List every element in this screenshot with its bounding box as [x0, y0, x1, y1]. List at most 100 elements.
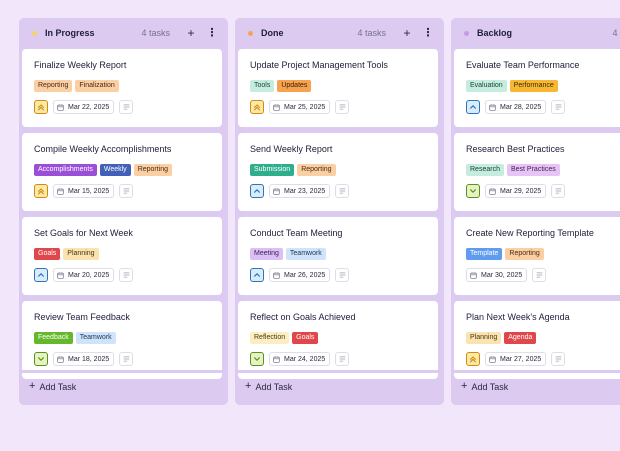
add-task-button[interactable]: + Add Task — [245, 381, 292, 392]
calendar-icon — [57, 103, 68, 111]
due-date[interactable]: Mar 22, 2025 — [53, 100, 115, 114]
due-date[interactable]: Mar 25, 2025 — [269, 100, 331, 114]
task-meta: Mar 15, 2025 — [34, 184, 210, 198]
task-meta: Mar 30, 2025 — [466, 268, 620, 282]
notes-icon[interactable] — [119, 268, 134, 282]
due-date[interactable]: Mar 28, 2025 — [485, 100, 547, 114]
due-date[interactable]: Mar 20, 2025 — [53, 268, 115, 282]
tag-badge: Teamwork — [285, 248, 326, 260]
task-meta: Mar 24, 2025 — [250, 352, 426, 366]
notes-icon[interactable] — [335, 184, 350, 198]
add-task-label: Add Task — [471, 381, 509, 392]
due-date-text: Mar 29, 2025 — [500, 187, 542, 195]
notes-icon[interactable] — [119, 100, 134, 114]
due-date[interactable]: Mar 29, 2025 — [485, 184, 547, 198]
task-count: 4 tasks — [612, 28, 620, 38]
tag-badge: Reporting — [505, 248, 544, 260]
priority-high-icon[interactable] — [250, 100, 264, 114]
task-card[interactable]: Compile Weekly Accomplishments Accomplish… — [22, 133, 222, 211]
due-date[interactable]: Mar 30, 2025 — [466, 268, 528, 282]
add-task-label: Add Task — [255, 381, 293, 392]
task-meta: Mar 18, 2025 — [34, 352, 210, 366]
add-icon[interactable]: + — [403, 26, 411, 40]
due-date-text: Mar 27, 2025 — [500, 355, 542, 363]
due-date-text: Mar 26, 2025 — [284, 271, 326, 279]
calendar-icon — [273, 271, 284, 279]
tag-badge: Meeting — [250, 248, 283, 260]
column-title: Backlog — [477, 28, 513, 38]
task-card[interactable]: Create New Reporting Template Template Rep… — [454, 217, 620, 295]
task-title: Evaluate Team Performance — [466, 60, 580, 70]
notes-icon[interactable] — [551, 100, 566, 114]
priority-medium-icon[interactable] — [34, 268, 48, 282]
priority-medium-icon[interactable] — [250, 184, 264, 198]
notes-icon[interactable] — [335, 100, 350, 114]
task-card[interactable]: Update Project Management Tools Tools Upda… — [238, 49, 438, 127]
notes-icon[interactable] — [551, 184, 566, 198]
tag-list: Evaluation Performance — [466, 80, 620, 92]
tag-badge: Tools — [250, 80, 275, 92]
notes-icon[interactable] — [119, 184, 134, 198]
notes-icon[interactable] — [532, 268, 547, 282]
due-date[interactable]: Mar 23, 2025 — [269, 184, 331, 198]
calendar-icon — [470, 271, 481, 279]
calendar-icon — [273, 103, 284, 111]
priority-high-icon[interactable] — [34, 184, 48, 198]
calendar-icon — [489, 103, 500, 111]
priority-low-icon[interactable] — [34, 352, 48, 366]
task-card[interactable]: Send Weekly Report Submission Reporting Mar… — [238, 133, 438, 211]
task-card[interactable]: Evaluate Team Performance Evaluation Perfo… — [454, 49, 620, 127]
task-meta: Mar 20, 2025 — [34, 268, 210, 282]
add-icon[interactable]: + — [187, 26, 195, 40]
priority-low-icon[interactable] — [466, 184, 480, 198]
task-card[interactable]: Review Team Feedback Feedback Teamwork Mar … — [22, 301, 222, 379]
column-header: In Progress 4 tasks + ⋮ — [19, 18, 228, 48]
task-card[interactable]: Research Best Practices Research Best Prac… — [454, 133, 620, 211]
due-date[interactable]: Mar 26, 2025 — [269, 268, 331, 282]
tag-badge: Updates — [277, 80, 312, 92]
task-title: Review Team Feedback — [34, 312, 130, 322]
task-card[interactable]: Plan Next Week's Agenda Planning Agenda Mar… — [454, 301, 620, 379]
add-task-button[interactable]: + Add Task — [461, 381, 508, 392]
notes-icon[interactable] — [335, 268, 350, 282]
tag-list: Reporting Finalization — [34, 80, 210, 92]
status-dot-icon — [248, 30, 253, 36]
priority-high-icon[interactable] — [466, 352, 480, 366]
notes-icon[interactable] — [551, 352, 566, 366]
calendar-icon — [273, 355, 284, 363]
due-date-text: Mar 18, 2025 — [68, 355, 110, 363]
priority-high-icon[interactable] — [34, 100, 48, 114]
add-task-button[interactable]: + Add Task — [29, 381, 76, 392]
due-date-text: Mar 30, 2025 — [481, 271, 523, 279]
notes-icon[interactable] — [335, 352, 350, 366]
task-title: Send Weekly Report — [250, 144, 333, 154]
add-task-label: Add Task — [39, 381, 77, 392]
task-card[interactable]: Reflect on Goals Achieved Reflection Goals… — [238, 301, 438, 379]
due-date[interactable]: Mar 15, 2025 — [53, 184, 115, 198]
task-title: Compile Weekly Accomplishments — [34, 144, 172, 154]
more-options-icon[interactable]: ⋮ — [206, 27, 218, 39]
tag-badge: Goals — [34, 248, 61, 260]
more-options-icon[interactable]: ⋮ — [422, 27, 434, 39]
status-dot-icon — [32, 30, 37, 36]
due-date[interactable]: Mar 24, 2025 — [269, 352, 331, 366]
priority-medium-icon[interactable] — [250, 268, 264, 282]
notes-icon[interactable] — [119, 352, 134, 366]
tag-badge: Evaluation — [466, 80, 507, 92]
calendar-icon — [489, 355, 500, 363]
task-card[interactable]: Set Goals for Next Week Goals Planning Mar … — [22, 217, 222, 295]
tag-list: Goals Planning — [34, 248, 210, 260]
task-card[interactable]: Conduct Team Meeting Meeting Teamwork Mar 2… — [238, 217, 438, 295]
tag-badge: Feedback — [34, 332, 73, 344]
priority-low-icon[interactable] — [250, 352, 264, 366]
plus-icon: + — [29, 380, 36, 392]
tag-badge: Goals — [292, 332, 319, 344]
priority-medium-icon[interactable] — [466, 100, 480, 114]
due-date[interactable]: Mar 27, 2025 — [485, 352, 547, 366]
column-done: Done 4 tasks + ⋮ Update Project Management T… — [235, 18, 444, 405]
task-card[interactable]: Finalize Weekly Report Reporting Finalizat… — [22, 49, 222, 127]
due-date[interactable]: Mar 18, 2025 — [53, 352, 115, 366]
tag-list: Accomplishments Weekly Reporting — [34, 164, 210, 176]
